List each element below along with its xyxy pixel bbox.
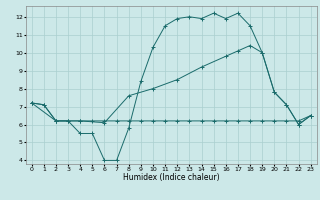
X-axis label: Humidex (Indice chaleur): Humidex (Indice chaleur)	[123, 173, 220, 182]
